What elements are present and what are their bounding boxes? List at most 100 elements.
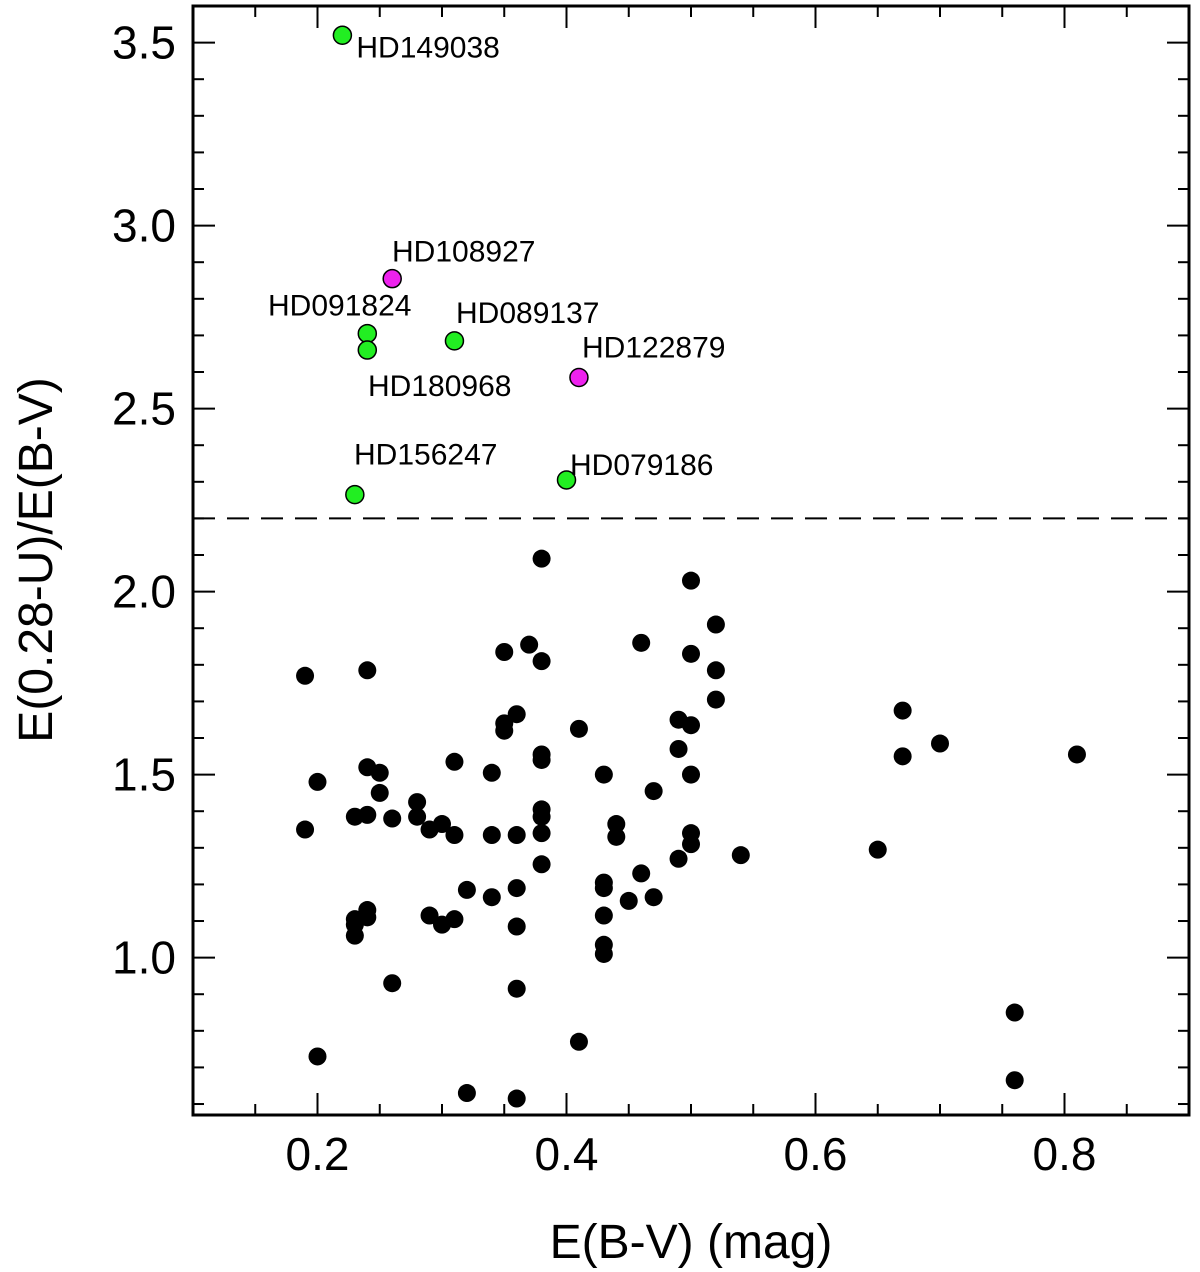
point-label: HD122879 <box>582 331 725 364</box>
data-point <box>532 807 551 826</box>
data-point <box>706 690 725 709</box>
point-label: HD180968 <box>368 370 511 403</box>
data-point <box>370 783 389 802</box>
point-label: HD156247 <box>354 439 497 472</box>
data-point <box>731 846 750 865</box>
data-point <box>632 864 651 883</box>
data-point <box>669 849 688 868</box>
y-tick-label: 3.5 <box>112 17 176 69</box>
data-point <box>532 549 551 568</box>
data-point <box>644 782 663 801</box>
data-point <box>669 739 688 758</box>
data-point <box>607 827 626 846</box>
data-point <box>358 805 377 824</box>
highlighted-point <box>357 340 378 360</box>
highlighted-point <box>357 323 378 344</box>
x-axis-title: E(B-V) (mag) <box>550 1216 833 1269</box>
x-tick-label: 0.8 <box>1033 1128 1097 1180</box>
data-point <box>507 1089 526 1108</box>
highlighted-point <box>332 25 353 46</box>
x-tick-label: 0.2 <box>286 1128 350 1180</box>
data-point <box>507 979 526 998</box>
data-point <box>507 879 526 898</box>
data-point <box>682 571 700 590</box>
y-tick-label: 1.5 <box>112 749 176 801</box>
data-point <box>408 793 427 812</box>
data-point <box>632 633 651 652</box>
data-point <box>495 643 514 662</box>
data-point <box>1067 745 1086 764</box>
data-point <box>408 807 427 826</box>
data-point <box>308 772 327 791</box>
point-labels: HD149038 HD108927 HD091824 HD180968 HD089137… <box>268 31 725 482</box>
data-point <box>358 908 377 927</box>
data-point <box>644 888 663 907</box>
y-tick-label: 3.0 <box>112 200 176 252</box>
data-point <box>420 906 439 925</box>
axes: 0.2 0.4 0.6 0.8 1.0 1.5 2.0 2.5 3.0 3.5 <box>112 4 1191 1180</box>
data-point <box>594 944 613 963</box>
data-point <box>569 1032 588 1051</box>
highlighted-point <box>382 268 402 289</box>
data-point <box>445 752 464 771</box>
data-point <box>296 666 315 685</box>
data-point <box>868 840 887 859</box>
data-point <box>532 750 551 769</box>
data-point <box>594 879 613 898</box>
data-point <box>433 815 451 834</box>
data-point <box>569 719 588 738</box>
y-axis-title: E(0.28-U)/E(B-V) <box>10 377 63 742</box>
data-point <box>706 615 725 634</box>
data-point <box>383 974 402 993</box>
data-point <box>619 891 638 910</box>
data-point <box>532 855 551 874</box>
data-point <box>532 652 551 671</box>
data-point <box>482 763 501 782</box>
data-point <box>457 1084 476 1103</box>
point-label: HD079186 <box>570 449 713 482</box>
data-point <box>495 721 514 740</box>
data-point <box>445 910 464 929</box>
plot-frame <box>191 4 1191 1117</box>
data-point <box>457 880 476 899</box>
data-point <box>296 820 315 839</box>
data-point <box>594 906 613 925</box>
data-point <box>308 1047 327 1066</box>
data-point <box>682 835 700 854</box>
data-point <box>706 661 725 680</box>
data-point <box>482 826 501 845</box>
highlighted-point <box>444 331 465 351</box>
data-point <box>607 815 626 834</box>
y-tick-label: 2.5 <box>112 383 176 435</box>
point-label: HD091824 <box>268 290 411 323</box>
point-label: HD089137 <box>456 297 599 330</box>
tick-marks <box>193 5 1189 1115</box>
data-point <box>358 661 377 680</box>
highlighted-point <box>569 367 589 388</box>
data-point <box>383 809 402 828</box>
x-tick-label: 0.6 <box>784 1128 848 1180</box>
data-point <box>1005 1071 1024 1090</box>
point-label: HD108927 <box>392 236 535 269</box>
data-point <box>532 824 551 843</box>
data-points <box>296 549 1086 1108</box>
data-point <box>594 765 613 784</box>
highlighted-point <box>345 484 365 505</box>
y-tick-label: 2.0 <box>112 566 176 618</box>
data-point <box>370 763 389 782</box>
highlighted-points <box>332 25 589 505</box>
data-point <box>520 635 539 654</box>
data-point <box>1005 1003 1024 1022</box>
data-point <box>507 917 526 936</box>
data-point <box>931 734 949 753</box>
data-point <box>682 716 700 735</box>
data-point <box>445 826 464 845</box>
highlighted-point <box>556 470 577 490</box>
data-point <box>893 747 912 766</box>
y-tick-label: 1.0 <box>112 932 176 984</box>
data-point <box>893 701 912 720</box>
tick-labels: 0.2 0.4 0.6 0.8 1.0 1.5 2.0 2.5 3.0 3.5 <box>112 17 1096 1180</box>
data-point <box>482 888 501 907</box>
x-tick-label: 0.4 <box>535 1128 599 1180</box>
